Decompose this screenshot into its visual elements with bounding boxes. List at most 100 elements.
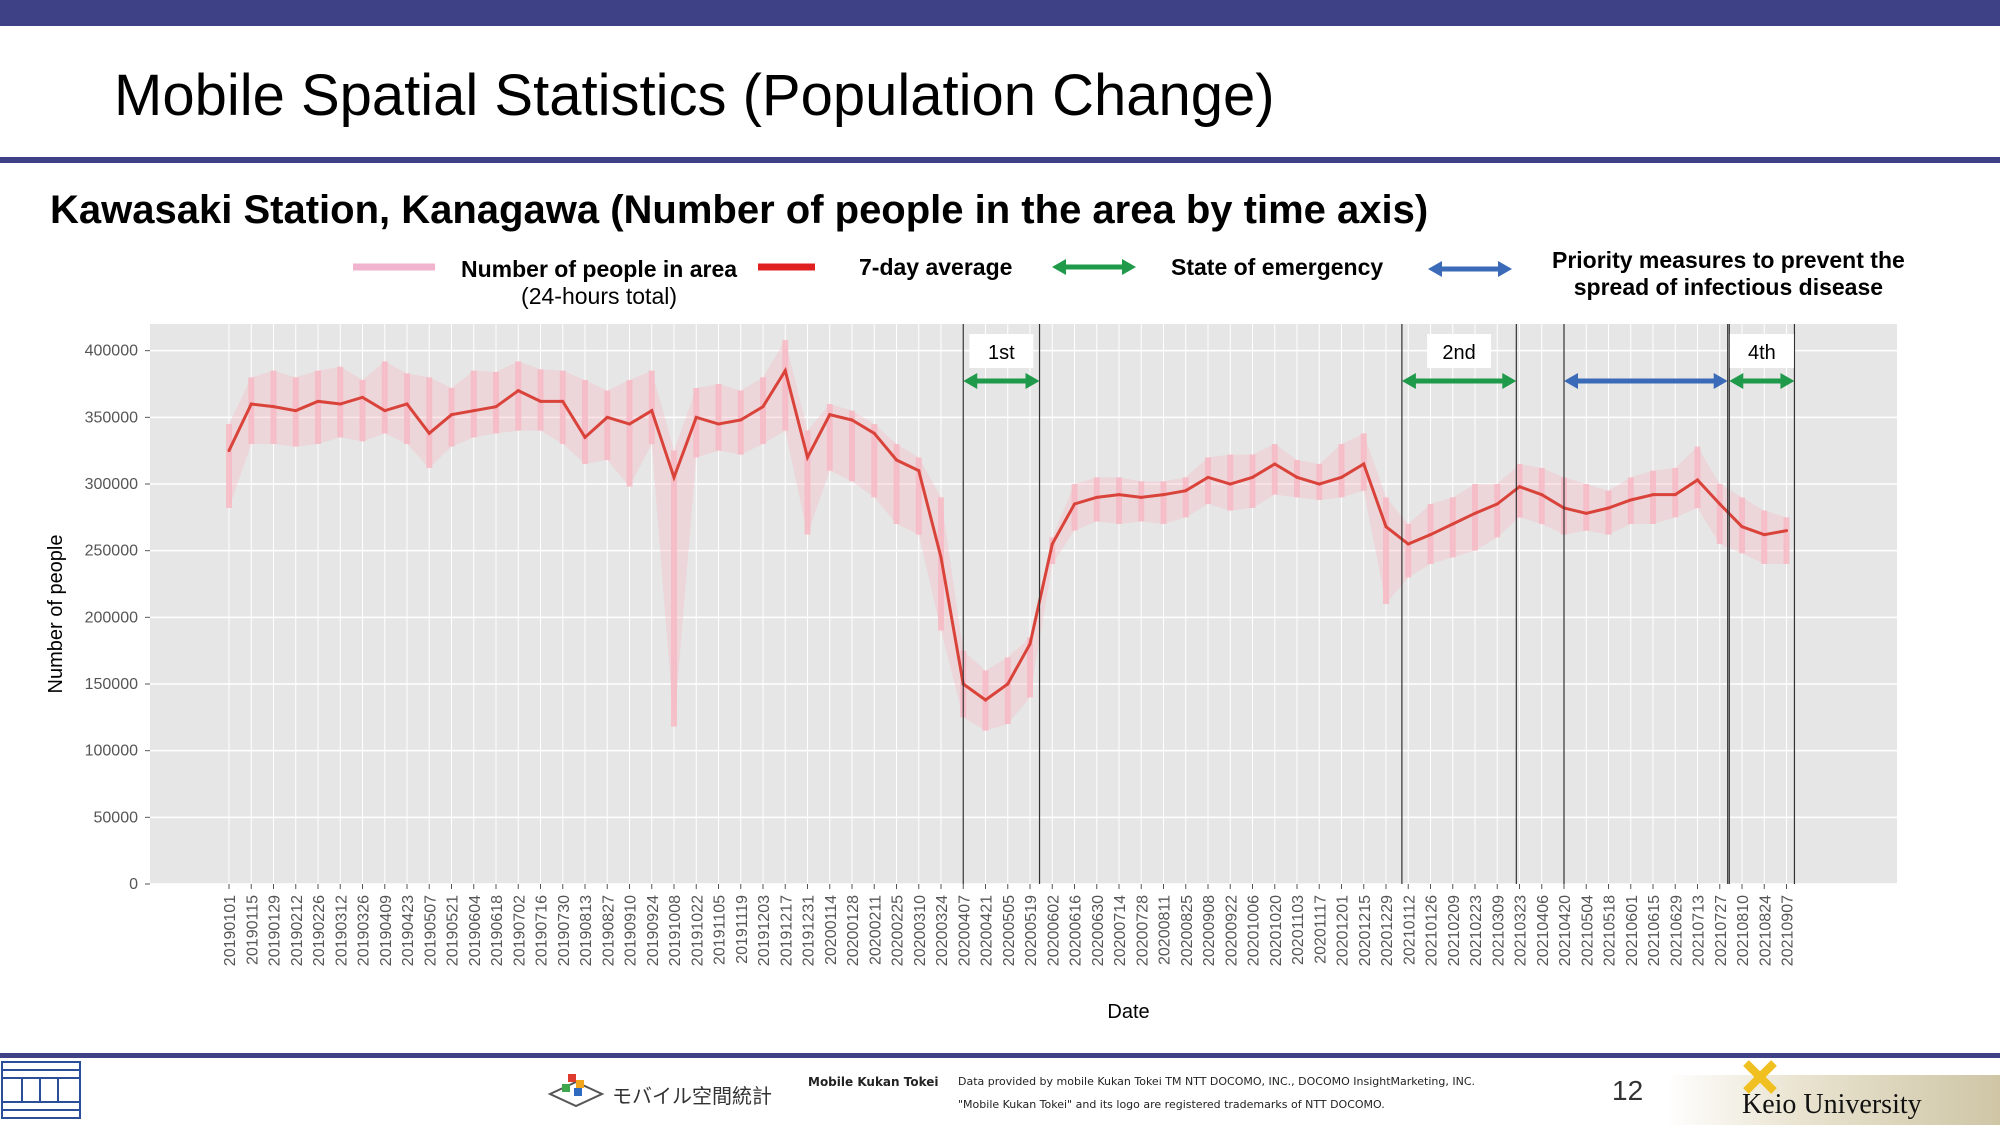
x-tick-label: 20200728: [1134, 895, 1151, 966]
x-tick-label: 20200825: [1179, 895, 1196, 966]
avg-point: [1006, 682, 1010, 686]
avg-point: [917, 469, 921, 473]
avg-point: [1184, 489, 1188, 493]
period-label-box: [969, 334, 1034, 368]
period-arrow-head: [1025, 373, 1040, 389]
period-arrow-head: [1780, 373, 1795, 389]
mobile-kukan-logo-text: モバイル空間統計: [612, 1084, 772, 1108]
legend-priority-arrow: [1428, 261, 1512, 277]
avg-point: [605, 415, 609, 419]
x-tick-label: 20190716: [534, 895, 551, 966]
avg-point: [405, 402, 409, 406]
y-tick-label: 150000: [85, 676, 138, 693]
period-arrow-head: [1729, 373, 1744, 389]
period-arrow-head: [1502, 373, 1517, 389]
x-tick-label: 20201117: [1312, 895, 1329, 964]
x-tick-label: 20190521: [445, 895, 462, 966]
y-tick-label: 250000: [85, 543, 138, 560]
x-tick-label: 20210518: [1602, 895, 1619, 966]
avg-point: [806, 455, 809, 459]
avg-point: [1139, 495, 1143, 499]
avg-point: [272, 405, 275, 409]
x-tick-label: 20201006: [1246, 895, 1263, 966]
avg-point: [561, 399, 565, 403]
org-logo-icon: [1, 1061, 81, 1119]
x-tick-label: 20200922: [1223, 895, 1240, 966]
x-tick-label: 20190730: [556, 895, 573, 966]
avg-point: [1206, 475, 1210, 479]
x-tick-label: 20200811: [1157, 895, 1174, 965]
x-tick-label: 20190423: [400, 895, 417, 966]
x-tick-label: 20200421: [979, 895, 996, 966]
period-label-box: [1427, 334, 1492, 368]
avg-point: [1228, 482, 1232, 486]
period-label: 1st: [988, 342, 1015, 364]
chart-subtitle: Kawasaki Station, Kanagawa (Number of pe…: [50, 188, 1429, 232]
x-tick-label: 20210824: [1757, 895, 1774, 966]
avg-point: [783, 369, 787, 373]
x-tick-label: 20200211: [867, 895, 884, 965]
avg-point: [383, 409, 387, 413]
x-tick-label: 20190326: [356, 895, 373, 966]
keio-banner: Keio University: [1665, 1060, 2000, 1125]
avg-point: [717, 422, 720, 426]
x-tick-label: 20190129: [267, 895, 284, 966]
period-arrow-head: [1564, 373, 1578, 389]
avg-point: [1362, 462, 1366, 466]
avg-point: [1073, 502, 1076, 506]
x-axis-label: Date: [1107, 1001, 1149, 1023]
x-tick-label: 20191217: [778, 895, 795, 966]
x-tick-label: 20210601: [1624, 895, 1641, 966]
avg-point: [338, 402, 342, 406]
x-tick-label: 20201215: [1357, 895, 1374, 966]
period-arrow-head: [1713, 373, 1728, 389]
y-tick-label: 50000: [94, 809, 139, 826]
avg-point: [1696, 478, 1699, 482]
avg-point: [1162, 493, 1165, 497]
x-tick-label: 20200616: [1068, 895, 1085, 966]
avg-point: [828, 413, 832, 417]
avg-point: [494, 405, 498, 409]
legend-emergency-arrow: [1052, 259, 1136, 275]
slide-title: Mobile Spatial Statistics (Population Ch…: [114, 63, 1275, 128]
avg-point: [583, 435, 587, 439]
x-tick-label: 20210615: [1646, 895, 1663, 966]
avg-point: [872, 431, 876, 435]
footer-credit-2: "Mobile Kukan Tokei" and its logo are re…: [958, 1098, 1385, 1111]
footer-brand: Mobile Kukan Tokei: [808, 1075, 939, 1089]
x-tick-label: 20191105: [712, 895, 729, 965]
x-tick-label: 20190618: [489, 895, 506, 966]
x-tick-label: 20201201: [1335, 895, 1352, 966]
avg-point: [1673, 493, 1677, 497]
x-tick-label: 20200714: [1112, 895, 1129, 966]
avg-point: [761, 405, 765, 409]
avg-point: [427, 431, 431, 435]
x-tick-label: 20210504: [1579, 895, 1596, 966]
x-tick-label: 20191203: [756, 895, 773, 966]
legend-priority-label: Priority measures to prevent the spread …: [1552, 247, 1905, 300]
footer-credit-1: Data provided by mobile Kukan Tokei TM N…: [958, 1075, 1476, 1088]
x-tick-label: 20190702: [511, 895, 528, 966]
x-tick-label: 20191008: [667, 895, 684, 966]
avg-point: [1340, 475, 1343, 479]
avg-point: [1451, 522, 1455, 526]
avg-point: [1518, 485, 1521, 489]
period-arrow-head: [1401, 373, 1416, 389]
x-tick-label: 20200505: [1001, 895, 1018, 966]
avg-point: [939, 555, 943, 559]
avg-point: [1629, 498, 1633, 502]
avg-point: [1429, 533, 1432, 537]
x-tick-label: 20191119: [734, 895, 751, 964]
avg-point: [516, 389, 520, 393]
x-tick-label: 20190604: [467, 895, 484, 966]
avg-point: [1295, 475, 1299, 479]
x-tick-label: 20210323: [1513, 895, 1530, 966]
y-tick-label: 350000: [85, 409, 138, 426]
x-tick-label: 20201020: [1268, 895, 1285, 966]
avg-point: [1473, 511, 1477, 515]
period-label: 2nd: [1442, 342, 1475, 364]
avg-point: [1607, 506, 1610, 510]
keio-pen-emblem-icon: [1743, 1060, 1777, 1094]
avg-point: [539, 399, 542, 403]
x-tick-label: 20210406: [1535, 895, 1552, 966]
